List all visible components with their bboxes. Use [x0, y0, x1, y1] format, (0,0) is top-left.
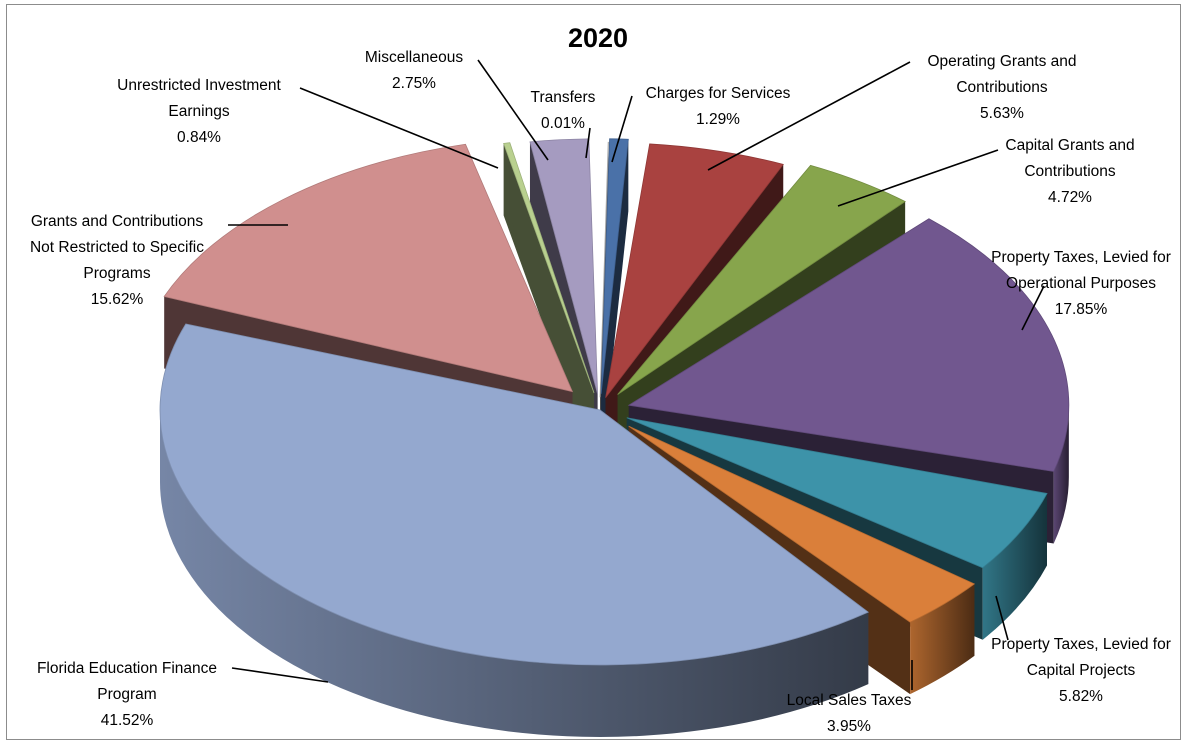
slice-label-pct-6: 41.52% [101, 712, 154, 729]
leader-lines [228, 59, 1045, 690]
slice-side-5 [910, 583, 975, 695]
slice-label-pct-1: 5.63% [980, 105, 1024, 122]
slice-wall-8-1 [509, 142, 595, 465]
slice-label-1-0: Operating Grants and [927, 53, 1076, 70]
slice-label-pct-5: 3.95% [827, 718, 871, 735]
leader-line-10 [585, 127, 591, 159]
slice-4 [626, 417, 1048, 569]
slice-label-pct-4: 5.82% [1059, 688, 1103, 705]
slice-label-2-0: Capital Grants and [1005, 137, 1134, 154]
slice-5 [628, 425, 976, 623]
slice-label-1-1: Contributions [956, 79, 1048, 96]
slice-side-6 [160, 410, 869, 738]
leader-line-8 [299, 87, 499, 169]
leader-line-0 [611, 95, 633, 163]
leader-line-9 [477, 59, 549, 161]
leader-line-2 [837, 149, 999, 207]
slice-label-6-1: Program [97, 686, 156, 703]
leader-line-4 [995, 595, 1009, 641]
slice-label-0-0: Charges for Services [646, 85, 791, 102]
slice-1 [605, 143, 784, 398]
slice-label-pct-9: 2.75% [392, 75, 436, 92]
slice-label-pct-10: 0.01% [541, 115, 585, 132]
slice-label-2-1: Contributions [1024, 163, 1116, 180]
slice-label-4-0: Property Taxes, Levied for [991, 636, 1171, 653]
slice-tops [159, 138, 1070, 666]
chart-frame [6, 4, 1181, 740]
slice-label-6-0: Florida Education Finance [37, 660, 217, 677]
slice-label-pct-8: 0.84% [177, 129, 221, 146]
slice-label-7-2: Programs [83, 265, 150, 282]
slice-label-3-1: Operational Purposes [1006, 275, 1156, 292]
slice-6 [159, 323, 870, 666]
slice-label-8-0: Unrestricted Investment [117, 77, 281, 94]
slice-labels: Charges for Services 1.29% Operating Grant… [30, 49, 1171, 735]
slice-label-10-0: Transfers [531, 89, 596, 106]
slice-7 [163, 143, 574, 393]
slice-10 [599, 141, 609, 398]
leader-line-1 [707, 61, 911, 171]
slice-label-5-0: Local Sales Taxes [787, 692, 912, 709]
leader-line-3 [1021, 285, 1045, 331]
slice-label-pct-3: 17.85% [1055, 301, 1108, 318]
slice-8 [503, 142, 595, 394]
slice-3 [627, 218, 1070, 472]
chart-title: 2020 [568, 23, 628, 53]
slice-label-pct-2: 4.72% [1048, 189, 1092, 206]
slice-label-pct-7: 15.62% [91, 291, 144, 308]
slice-label-9-0: Miscellaneous [365, 49, 463, 66]
slice-label-pct-0: 1.29% [696, 111, 740, 128]
slice-label-7-0: Grants and Contributions [31, 213, 204, 230]
slice-label-7-1: Not Restricted to Specific [30, 239, 204, 256]
slice-label-8-1: Earnings [168, 103, 229, 120]
slice-2 [617, 164, 906, 395]
slice-label-3-0: Property Taxes, Levied for [991, 249, 1171, 266]
slice-label-4-1: Capital Projects [1027, 662, 1136, 679]
leader-line-6 [231, 667, 329, 683]
